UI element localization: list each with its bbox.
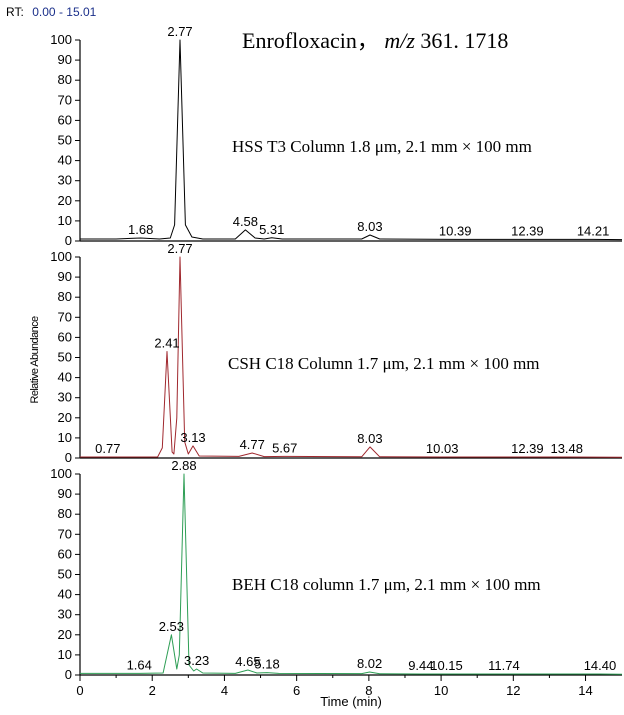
y-tick-label: 90	[58, 52, 72, 67]
y-tick-label: 90	[58, 486, 72, 501]
y-tick-label: 10	[58, 647, 72, 662]
peak-label: 11.74	[488, 658, 520, 673]
rt-prefix: RT:	[6, 5, 24, 19]
series-trace	[80, 39, 623, 241]
peak-label: 3.23	[184, 653, 209, 668]
mz-label: m/z	[384, 28, 415, 53]
y-tick-label: 30	[58, 607, 72, 622]
y-tick-label: 20	[58, 193, 72, 208]
y-tick-label: 50	[58, 567, 72, 582]
y-tick-label: 0	[65, 667, 72, 682]
x-tick-label: 6	[293, 683, 300, 698]
peak-label: 2.77	[167, 24, 192, 39]
peak-label: 10.39	[439, 223, 472, 238]
x-tick-label: 10	[434, 683, 448, 698]
y-axis-label: Relative Abundance	[29, 316, 41, 404]
x-tick-label: 4	[221, 683, 228, 698]
peak-label: 2.77	[167, 241, 192, 256]
peak-label: 10.03	[426, 441, 459, 456]
x-tick-label: 8	[365, 683, 372, 698]
panel-1: 0 10 20 30 40 50 60 70 80 90 100 1.68 2.77 4.585.31 8.…	[50, 24, 623, 248]
x-axis-label: Time (min)	[320, 694, 382, 709]
x-tick-label: 2	[149, 683, 156, 698]
y-tick-label: 20	[58, 627, 72, 642]
y-tick-label: 50	[58, 133, 72, 148]
peak-label: 4.77	[240, 437, 265, 452]
x-axis: 0 2 4 6 8 10 12 14	[76, 675, 593, 698]
rt-header: RT: 0.00 - 15.01	[6, 3, 97, 20]
peak-label: 5.31	[259, 222, 284, 237]
y-tick-label: 60	[58, 112, 72, 127]
y-tick-label: 90	[58, 269, 72, 284]
y-tick-label: 40	[58, 153, 72, 168]
peak-label: 13.48	[550, 441, 583, 456]
y-tick-label: 70	[58, 92, 72, 107]
column-label: HSS T3 Column 1.8 μm, 2.1 mm × 100 mm	[232, 137, 532, 156]
column-label: CSH C18 Column 1.7 μm, 2.1 mm × 100 mm	[228, 354, 540, 373]
peak-label: 5.18	[254, 657, 279, 672]
y-tick-label: 100	[50, 466, 72, 481]
y-tick-label: 80	[58, 506, 72, 521]
peak-label: 4.65	[235, 654, 260, 669]
y-tick-label: 10	[58, 213, 72, 228]
panel-2: 0 10 20 30 40 50 60 70 80 90 100 0.77 2.41 2.77 3.13 4.…	[50, 241, 623, 465]
peak-label: 2.88	[171, 458, 196, 473]
peak-label: 8.03	[357, 219, 382, 234]
peak-label: 0.77	[95, 441, 120, 456]
y-tick-label: 30	[58, 390, 72, 405]
y-tick-label: 0	[65, 450, 72, 465]
peak-label: 14.21	[577, 223, 610, 238]
peak-label: 4.58	[233, 214, 258, 229]
y-tick-label: 60	[58, 329, 72, 344]
x-tick-label: 14	[578, 683, 592, 698]
peak-label: 12.39	[511, 223, 544, 238]
y-tick-label: 10	[58, 430, 72, 445]
series-trace	[80, 473, 623, 675]
rt-range-value: 0.00 - 15.01	[32, 5, 96, 19]
y-tick-label: 80	[58, 289, 72, 304]
y-tick-label: 40	[58, 587, 72, 602]
y-tick-label: 0	[65, 233, 72, 248]
peak-label: 12.39	[511, 441, 544, 456]
peak-label: 9.44	[408, 658, 433, 673]
column-label: BEH C18 column 1.7 μm, 2.1 mm × 100 mm	[232, 575, 541, 594]
series-trace	[80, 256, 623, 458]
peak-label: 2.41	[154, 335, 179, 350]
peak-label: 5.67	[272, 440, 297, 455]
x-tick-label: 0	[76, 683, 83, 698]
x-tick-label: 12	[506, 683, 520, 698]
compound-title: Enrofloxacin， m/z 361. 1718	[242, 28, 508, 53]
peak-label: 1.68	[128, 222, 153, 237]
y-tick-label: 70	[58, 309, 72, 324]
y-tick-label: 100	[50, 249, 72, 264]
y-tick-label: 30	[58, 173, 72, 188]
peak-label: 1.64	[127, 657, 152, 672]
peak-label: 10.15	[430, 658, 463, 673]
y-tick-label: 70	[58, 526, 72, 541]
y-tick-label: 20	[58, 410, 72, 425]
mz-value: 361. 1718	[420, 28, 508, 53]
panel-3: 0 10 20 30 40 50 60 70 80 90 100 1.64 2.53 2.88 3.23 4.…	[50, 458, 623, 682]
peak-label: 8.02	[357, 656, 382, 671]
peak-label: 14.40	[584, 658, 617, 673]
peak-label: 8.03	[357, 431, 382, 446]
y-tick-label: 80	[58, 72, 72, 87]
y-tick-label: 40	[58, 370, 72, 385]
compound-name: Enrofloxacin，	[242, 28, 379, 53]
peak-label: 2.53	[159, 619, 184, 634]
peak-label: 3.13	[180, 430, 205, 445]
y-tick-label: 100	[50, 32, 72, 47]
y-tick-label: 50	[58, 350, 72, 365]
y-tick-label: 60	[58, 546, 72, 561]
